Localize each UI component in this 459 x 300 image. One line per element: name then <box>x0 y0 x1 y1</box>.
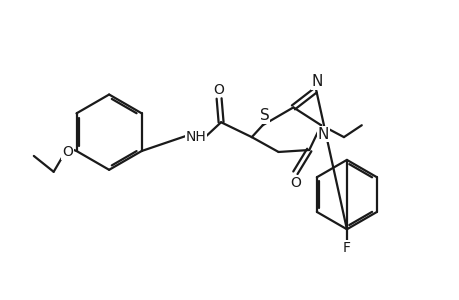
Text: NH: NH <box>185 130 206 144</box>
Text: O: O <box>213 82 224 97</box>
Text: N: N <box>311 74 322 89</box>
Text: O: O <box>62 145 73 159</box>
Text: F: F <box>342 241 350 255</box>
Text: S: S <box>259 108 269 123</box>
Text: N: N <box>317 127 328 142</box>
Text: O: O <box>289 176 300 190</box>
